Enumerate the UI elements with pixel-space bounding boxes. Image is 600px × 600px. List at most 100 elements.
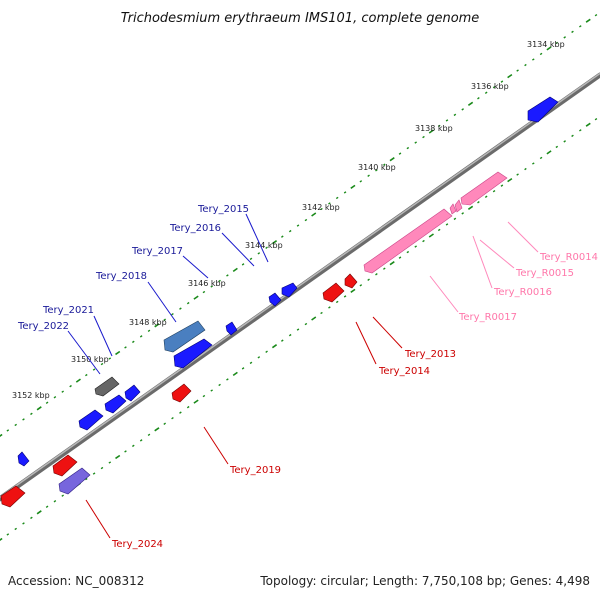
label-tery-2022[interactable]: Tery_2022 <box>17 321 69 332</box>
rna-genes <box>363 171 508 274</box>
major-tick <box>154 323 160 328</box>
gene-tery-2019[interactable] <box>171 383 192 403</box>
forward-genes <box>17 96 559 467</box>
major-tick <box>389 261 395 266</box>
gene-tery-2017[interactable] <box>225 321 238 336</box>
minor-tick <box>202 290 206 294</box>
gene-tery-2013[interactable] <box>344 273 358 289</box>
minor-tick <box>131 340 135 344</box>
kbp-label-3138: 3138 kbp <box>415 124 453 133</box>
major-tick <box>350 184 356 189</box>
minor-tick <box>280 339 284 342</box>
gene-feature-3135[interactable] <box>527 96 559 123</box>
minor-tick <box>100 466 104 470</box>
connector-tery-2021 <box>93 315 113 357</box>
label-tery-2015[interactable]: Tery_2015 <box>197 204 249 215</box>
minor-tick <box>218 279 221 283</box>
major-tick <box>546 46 552 51</box>
minor-tick <box>108 357 112 360</box>
minor-tick <box>226 378 229 381</box>
label-tery-r0014[interactable]: Tery_R0014 <box>539 252 598 263</box>
label-tery-2024[interactable]: Tery_2024 <box>111 539 163 550</box>
minor-tick <box>30 412 33 416</box>
gene-tery-2016[interactable] <box>268 292 282 307</box>
minor-tick <box>124 346 127 349</box>
minor-tick <box>171 417 174 420</box>
major-tick <box>546 150 552 155</box>
major-tick <box>467 205 474 210</box>
minor-tick <box>437 124 441 128</box>
major-tick <box>36 406 42 411</box>
minor-tick <box>147 329 151 332</box>
label-tery-2021[interactable]: Tery_2021 <box>42 305 94 316</box>
gene-tery-2024[interactable] <box>58 467 91 495</box>
minor-tick <box>532 162 535 165</box>
label-tery-2017[interactable]: Tery_2017 <box>131 246 183 257</box>
minor-tick <box>288 333 292 337</box>
minor-tick <box>437 228 441 232</box>
major-tick <box>115 350 121 356</box>
label-tery-r0015[interactable]: Tery_R0015 <box>515 268 574 279</box>
kbp-label-3136: 3136 kbp <box>471 82 509 91</box>
gene-tery-r0015[interactable] <box>454 199 463 213</box>
minor-tick <box>539 156 543 160</box>
label-tery-r0016[interactable]: Tery_R0016 <box>493 287 552 298</box>
minor-tick <box>163 422 167 425</box>
minor-tick <box>328 306 331 309</box>
label-tery-2018[interactable]: Tery_2018 <box>95 271 147 282</box>
major-tick <box>232 371 238 377</box>
gene-tery-r0014[interactable] <box>460 171 508 206</box>
gene-tery-r0017[interactable] <box>363 208 453 274</box>
minor-tick <box>500 184 504 187</box>
minor-tick <box>92 472 96 475</box>
gene-feature-3148b[interactable] <box>173 338 213 369</box>
gene-feature-3152[interactable] <box>78 409 104 431</box>
gene-tery-2014[interactable] <box>322 282 345 303</box>
gene-tery-r0016[interactable] <box>449 203 457 215</box>
label-tery-r0017[interactable]: Tery_R0017 <box>458 312 517 323</box>
minor-tick <box>555 41 559 45</box>
gene-tery-2015[interactable] <box>281 282 298 298</box>
minor-tick <box>61 494 64 497</box>
minor-tick <box>100 362 104 366</box>
label-tery-2019[interactable]: Tery_2019 <box>229 465 281 476</box>
gene-feature-3153r[interactable] <box>52 454 78 477</box>
minor-tick <box>383 163 386 166</box>
gene-feature-3151[interactable] <box>104 394 127 414</box>
label-tery-2013[interactable]: Tery_2013 <box>404 349 456 360</box>
genome-backbone-highlight <box>0 72 600 499</box>
gene-tery-2022-pseudo[interactable] <box>94 376 120 397</box>
minor-tick <box>383 267 386 270</box>
minor-tick <box>280 235 284 238</box>
minor-tick <box>53 396 57 399</box>
gene-tery-2021[interactable] <box>124 384 141 402</box>
major-tick <box>585 18 591 23</box>
minor-tick <box>555 145 559 149</box>
major-tick <box>36 510 42 515</box>
gene-feature-3155r[interactable] <box>0 485 26 508</box>
minor-tick <box>14 423 18 427</box>
connector-tery-2019 <box>203 426 229 465</box>
minor-tick <box>320 311 323 315</box>
connector-tery-2024 <box>85 499 111 539</box>
major-tick <box>350 288 356 293</box>
major-tick <box>75 378 81 383</box>
minor-tick <box>516 69 519 72</box>
minor-tick <box>257 252 261 255</box>
gene-feature-3153[interactable] <box>17 451 30 467</box>
minor-tick <box>328 202 331 205</box>
minor-tick <box>61 390 64 393</box>
label-tery-2014[interactable]: Tery_2014 <box>378 366 430 377</box>
connector-tery-2018 <box>147 281 177 323</box>
minor-tick <box>147 433 151 436</box>
minor-tick <box>445 223 449 226</box>
minor-tick <box>461 212 465 215</box>
major-tick <box>507 73 513 79</box>
major-tick <box>193 295 199 300</box>
major-tick <box>115 454 121 460</box>
label-tery-2016[interactable]: Tery_2016 <box>169 223 221 234</box>
minor-tick <box>30 516 33 520</box>
minor-tick <box>461 108 465 111</box>
gene-tery-2018[interactable] <box>163 320 206 353</box>
